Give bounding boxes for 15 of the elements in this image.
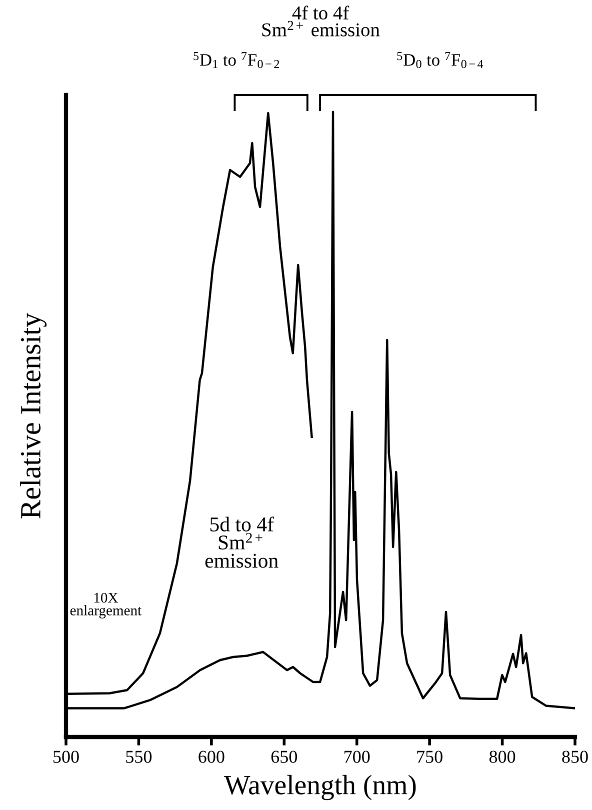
text: 4f to 4f Sm$^{2+}$ emission bbox=[262, 6, 380, 36]
x-tick-label: 850 bbox=[562, 750, 588, 763]
x-tick-label: 700 bbox=[344, 750, 370, 763]
annotation: 5d to 4f Sm$^{2+}$ emission bbox=[205, 516, 278, 568]
x-axis-title: Wavelength (nm) bbox=[224, 774, 416, 800]
text: $^{5}$D$_{0}$ to $^{7}$F$_{0−4}$ bbox=[397, 52, 484, 68]
x-tick-label: 550 bbox=[126, 750, 152, 763]
x-tick-label: 800 bbox=[489, 750, 516, 763]
x-tick-label: 650 bbox=[271, 750, 297, 763]
y-axis-title: Relative Intensity bbox=[20, 312, 47, 518]
x-tick-label: 600 bbox=[198, 750, 224, 763]
text: $^{5}$D$_{1}$ to $^{7}$F$_{0−2}$ bbox=[194, 52, 280, 68]
x-tick-label: 750 bbox=[417, 750, 442, 763]
x-tick-label: 500 bbox=[54, 750, 79, 763]
annotation: 10X enlargement bbox=[70, 592, 142, 618]
